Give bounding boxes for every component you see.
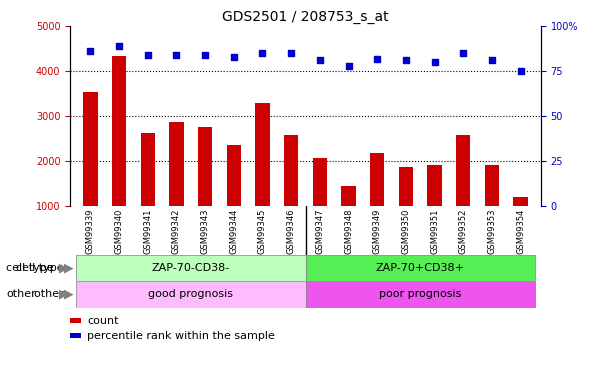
- Text: poor prognosis: poor prognosis: [379, 290, 461, 299]
- Text: GSM99353: GSM99353: [488, 209, 497, 254]
- Bar: [342, 186, 356, 206]
- Bar: [227, 145, 241, 206]
- Point: [287, 50, 296, 56]
- Text: ZAP-70-CD38-: ZAP-70-CD38-: [152, 263, 230, 273]
- Point: [487, 57, 497, 63]
- Bar: [485, 165, 499, 206]
- Point: [372, 56, 382, 62]
- Point: [200, 52, 210, 58]
- Point: [315, 57, 324, 63]
- Text: other: other: [6, 290, 36, 299]
- Bar: [198, 127, 212, 206]
- Bar: [169, 122, 183, 206]
- Point: [458, 50, 468, 56]
- Point: [401, 57, 411, 63]
- Bar: [456, 135, 470, 206]
- Bar: [141, 134, 155, 206]
- Bar: [83, 92, 98, 206]
- Text: GSM99341: GSM99341: [143, 209, 152, 254]
- Text: GSM99343: GSM99343: [200, 209, 210, 254]
- Text: GSM99352: GSM99352: [459, 209, 468, 254]
- Bar: [428, 165, 442, 206]
- Text: count: count: [87, 316, 119, 326]
- Text: GSM99350: GSM99350: [401, 209, 411, 254]
- Point: [114, 43, 124, 49]
- Text: ▶: ▶: [59, 288, 68, 301]
- Point: [229, 54, 239, 60]
- Text: ▶: ▶: [59, 262, 68, 274]
- Text: GSM99342: GSM99342: [172, 209, 181, 254]
- Text: cell type: cell type: [6, 263, 54, 273]
- Text: GSM99345: GSM99345: [258, 209, 267, 254]
- Bar: [399, 167, 413, 206]
- Bar: [255, 103, 269, 206]
- Text: GSM99346: GSM99346: [287, 209, 296, 254]
- Point: [258, 50, 268, 56]
- Bar: [370, 153, 384, 206]
- Bar: [76, 281, 306, 308]
- Text: percentile rank within the sample: percentile rank within the sample: [87, 331, 275, 340]
- Bar: [306, 255, 535, 281]
- Text: GSM99339: GSM99339: [86, 209, 95, 254]
- Bar: [284, 135, 298, 206]
- Text: GSM99349: GSM99349: [373, 209, 382, 254]
- Title: GDS2501 / 208753_s_at: GDS2501 / 208753_s_at: [222, 10, 389, 24]
- Text: ▶: ▶: [64, 288, 74, 301]
- Text: GSM99340: GSM99340: [114, 209, 123, 254]
- Bar: [513, 197, 528, 206]
- Text: ZAP-70+CD38+: ZAP-70+CD38+: [376, 263, 465, 273]
- Point: [143, 52, 153, 58]
- Text: GSM99347: GSM99347: [315, 209, 324, 254]
- Bar: [112, 56, 126, 206]
- Point: [86, 48, 95, 54]
- Point: [343, 63, 353, 69]
- Text: GSM99344: GSM99344: [229, 209, 238, 254]
- Text: other: other: [34, 290, 67, 299]
- Bar: [76, 255, 306, 281]
- Point: [430, 59, 439, 65]
- Text: GSM99351: GSM99351: [430, 209, 439, 254]
- Text: GSM99354: GSM99354: [516, 209, 525, 254]
- Bar: [306, 281, 535, 308]
- Text: GSM99348: GSM99348: [344, 209, 353, 254]
- Point: [172, 52, 181, 58]
- Text: ▶: ▶: [64, 262, 74, 274]
- Text: cell type: cell type: [16, 263, 67, 273]
- Bar: [313, 158, 327, 206]
- Point: [516, 68, 525, 74]
- Text: good prognosis: good prognosis: [148, 290, 233, 299]
